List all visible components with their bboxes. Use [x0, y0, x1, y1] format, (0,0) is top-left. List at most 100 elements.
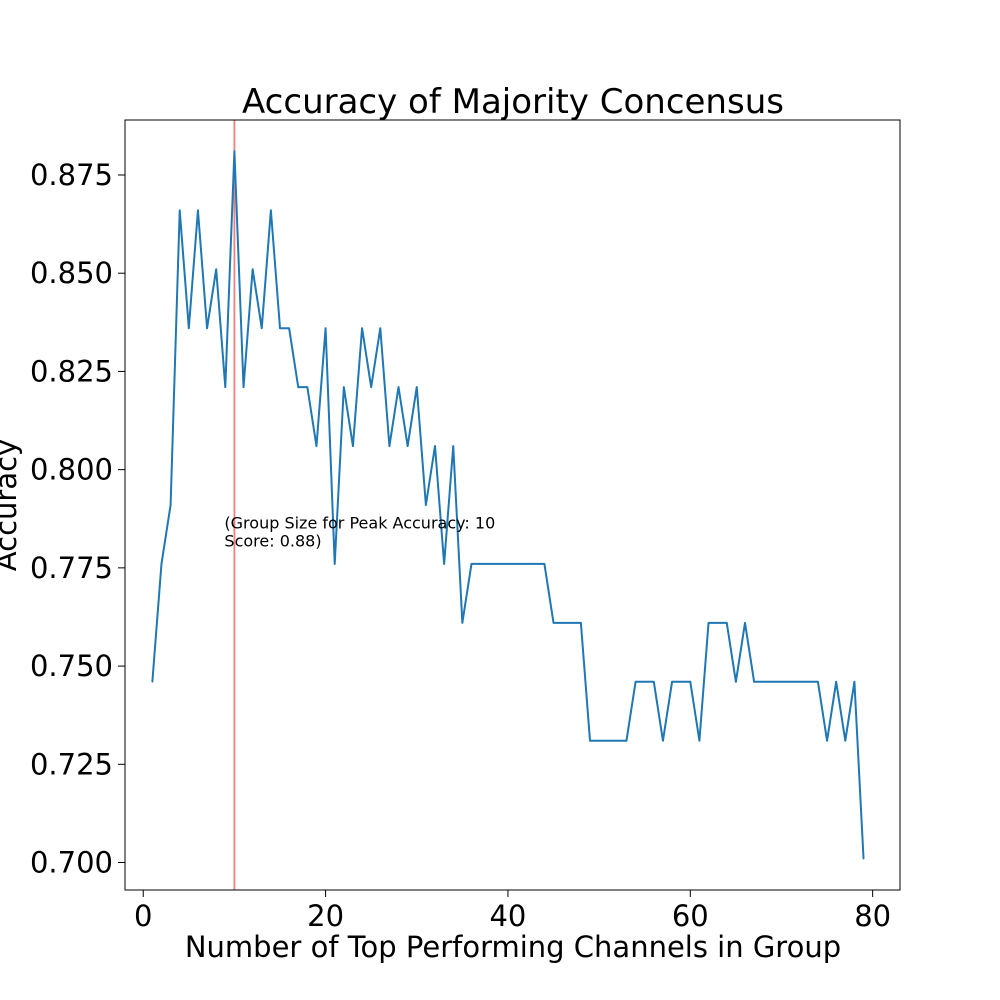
y-tick-label: 0.825 — [30, 354, 113, 388]
data-point — [570, 622, 573, 624]
data-point — [753, 680, 755, 683]
data-point — [707, 622, 710, 624]
data-point — [616, 739, 619, 742]
series-line-0 — [151, 150, 865, 859]
data-point — [534, 563, 537, 565]
y-tick-label: 0.800 — [30, 453, 113, 487]
data-point — [580, 622, 582, 624]
data-point — [470, 563, 473, 565]
data-point — [434, 445, 436, 447]
data-point — [251, 268, 254, 271]
data-point — [762, 680, 765, 683]
data-point — [507, 563, 509, 565]
data-point — [224, 386, 227, 388]
data-point — [333, 563, 336, 565]
data-point — [233, 150, 236, 153]
data-point — [589, 739, 591, 742]
data-point — [169, 504, 172, 506]
data-point — [488, 563, 491, 565]
peak-annotation-line: Score: 0.88) — [224, 532, 321, 551]
data-point — [735, 680, 737, 683]
data-point — [260, 327, 263, 330]
data-point — [425, 504, 427, 506]
data-point — [789, 680, 792, 683]
data-point — [826, 739, 828, 742]
y-tick-label: 0.850 — [30, 256, 113, 290]
data-point — [607, 739, 610, 742]
data-point — [552, 622, 555, 624]
data-point — [498, 563, 500, 565]
data-point — [725, 622, 728, 624]
data-point — [689, 680, 692, 683]
data-point — [215, 268, 217, 271]
data-point — [160, 563, 163, 565]
data-point — [197, 209, 199, 212]
y-axis-label: Accuracy — [0, 439, 23, 571]
data-point — [352, 445, 354, 447]
data-point — [798, 680, 801, 683]
data-point — [206, 327, 208, 330]
data-point — [288, 327, 290, 330]
data-point — [379, 327, 382, 330]
data-point — [817, 680, 819, 683]
data-point — [561, 622, 564, 624]
data-point — [744, 622, 746, 624]
data-point — [543, 563, 546, 565]
data-point — [844, 739, 847, 742]
data-point — [188, 327, 190, 330]
data-point — [315, 445, 318, 447]
x-tick-label: 0 — [134, 899, 152, 933]
data-point — [306, 386, 309, 388]
data-point — [297, 386, 300, 388]
data-point — [452, 445, 455, 447]
data-point — [862, 857, 865, 860]
data-point — [808, 680, 810, 683]
data-point — [479, 563, 482, 565]
data-point — [643, 680, 646, 683]
data-point — [151, 680, 154, 683]
data-point — [853, 680, 856, 683]
data-point — [698, 739, 701, 742]
data-point — [662, 739, 664, 742]
data-point — [397, 386, 400, 388]
y-tick-label: 0.725 — [30, 747, 113, 781]
data-point — [242, 386, 245, 388]
data-point — [516, 563, 518, 565]
data-point — [680, 680, 682, 683]
x-tick-label: 60 — [672, 899, 709, 933]
y-tick-label: 0.875 — [30, 158, 113, 192]
plot-area: (Group Size for Peak Accuracy: 10Score: … — [151, 120, 865, 890]
data-point — [343, 386, 345, 388]
y-tick-label: 0.750 — [30, 649, 113, 683]
data-point — [771, 680, 774, 683]
data-point — [780, 680, 783, 683]
x-axis-label: Number of Top Performing Channels in Gro… — [185, 930, 841, 964]
data-point — [653, 680, 655, 683]
data-point — [598, 739, 600, 742]
data-point — [835, 680, 837, 683]
x-tick-label: 40 — [489, 899, 526, 933]
data-point — [716, 622, 719, 624]
data-point — [324, 327, 327, 330]
chart-title: Accuracy of Majority Concensus — [242, 82, 784, 122]
data-point — [461, 622, 464, 624]
data-point — [525, 563, 527, 565]
data-point — [406, 445, 409, 447]
x-tick-label: 20 — [307, 899, 344, 933]
axes-frame — [124, 119, 901, 891]
data-point — [671, 680, 673, 683]
y-tick-label: 0.775 — [30, 551, 113, 585]
data-point — [178, 209, 181, 212]
data-point — [270, 209, 272, 212]
data-point — [370, 386, 372, 388]
data-point — [634, 680, 637, 683]
peak-annotation-line: (Group Size for Peak Accuracy: 10 — [224, 514, 495, 533]
data-point — [625, 739, 628, 742]
data-point — [279, 327, 281, 330]
x-tick-label: 80 — [854, 899, 891, 933]
data-point — [361, 327, 363, 330]
data-point — [415, 386, 418, 388]
data-point — [388, 445, 391, 447]
y-tick-label: 0.700 — [30, 846, 113, 880]
